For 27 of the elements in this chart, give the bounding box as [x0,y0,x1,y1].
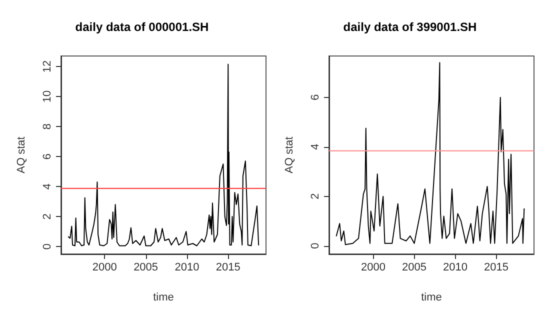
x-tick-label: 2015 [484,262,509,274]
chart-title: daily data of 399001.SH [343,20,477,34]
x-tick-label: 2000 [361,262,386,274]
y-tick-label: 4 [42,183,54,190]
x-axis-title: time [421,292,442,304]
y-axis-title: AQ stat [16,136,28,174]
y-tick-label: 12 [42,60,54,73]
line-series [68,64,260,246]
x-axis-title: time [153,292,174,304]
chart-title: daily data of 000001.SH [75,20,209,34]
y-tick-label: 4 [310,144,322,150]
x-tick-label: 2010 [174,262,200,274]
y-axis-title: AQ stat [284,136,296,174]
y-tick-label: 2 [310,193,322,200]
y-tick-label: 0 [310,242,322,249]
y-tick-label: 6 [42,153,54,160]
y-tick-label: 8 [42,123,54,130]
x-tick-label: 2015 [216,262,240,274]
y-tick-label: 2 [42,213,54,220]
y-tick-label: 0 [42,243,54,250]
x-tick-label: 2005 [402,262,427,274]
x-tick-label: 2010 [443,262,468,274]
x-tick-label: 2000 [92,262,117,274]
y-tick-label: 6 [310,94,322,100]
line-series [336,62,525,246]
y-tick-label: 10 [42,90,54,103]
x-tick-label: 2005 [134,262,158,274]
